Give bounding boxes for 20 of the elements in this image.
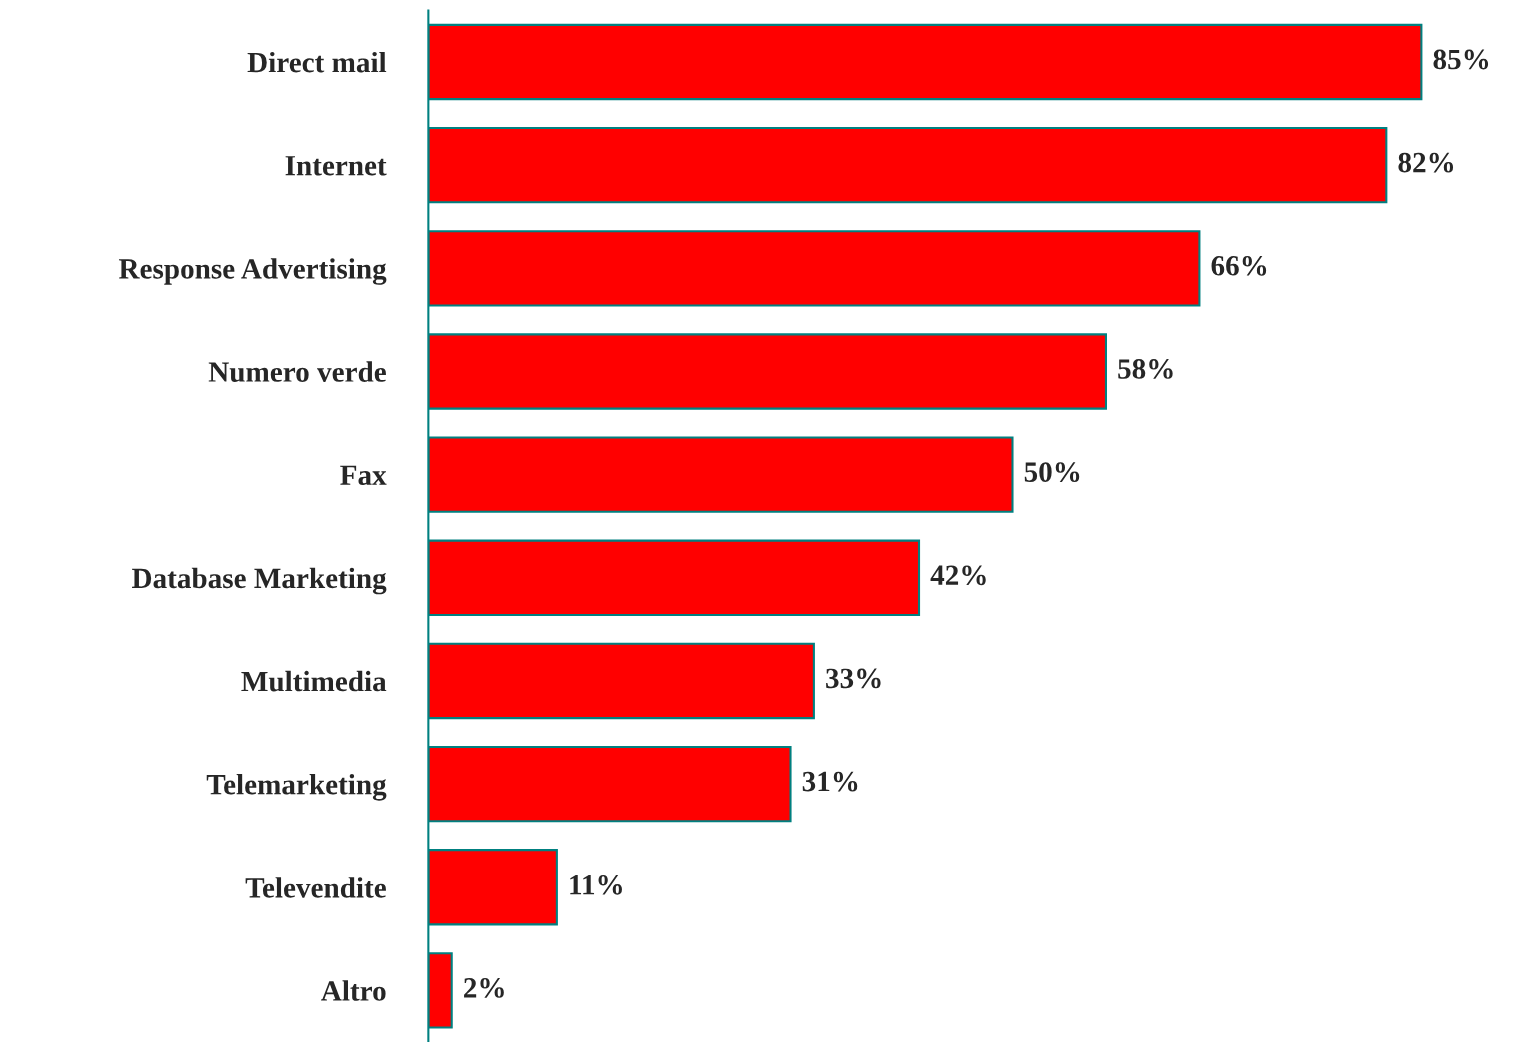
y-tick-label: Multimedia (241, 670, 387, 692)
y-tick-label: Response Advertising (118, 258, 387, 285)
y-tick-label: Direct mail (247, 51, 387, 73)
data-label: 58% (1118, 359, 1173, 379)
y-tick-label: Televendite (245, 877, 386, 898)
y-tick-label: Numero verde (208, 361, 386, 382)
data-label: 82% (1398, 152, 1454, 173)
data-label: 50% (1024, 462, 1080, 483)
data-label: 66% (1211, 255, 1267, 276)
y-tick-label: Internet (285, 156, 387, 176)
data-label: 42% (930, 565, 986, 586)
data-label: 31% (802, 771, 858, 792)
y-tick-label: Database Marketing (132, 567, 387, 595)
data-label: 85% (1433, 49, 1489, 70)
y-tick-label: Altro (321, 980, 386, 1001)
y-tick-label: Fax (340, 465, 387, 486)
data-label: 11% (570, 874, 622, 895)
data-label: 2% (464, 978, 504, 998)
y-tick-label: Telemarketing (206, 773, 387, 801)
data-label: 33% (826, 668, 881, 689)
